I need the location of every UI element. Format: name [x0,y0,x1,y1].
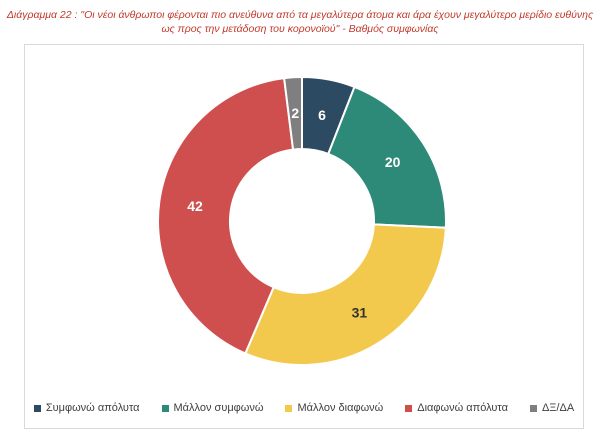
slice-label-5: 2 [291,105,299,121]
legend-item-5: ΔΞ/ΔΑ [529,402,575,414]
slice-5 [283,75,303,151]
legend-swatch-2 [161,404,169,412]
chart-legend: Συμφωνώ απόλυτα Μάλλον συμφωνώ Μάλλον διαφ… [24,402,584,414]
slice-label-4: 42 [187,198,203,214]
slice-label-1: 6 [318,107,326,123]
legend-item-1: Συμφωνώ απόλυτα [33,402,140,414]
slice-3 [244,223,447,366]
chart-title-line-1: Διάγραμμα 22 : "Οι νέοι άνθρωποι φέροντα… [6,9,594,21]
donut-chart: 6 20 31 42 2 [157,75,447,366]
slice-2 [326,85,447,229]
legend-item-3: Μάλλον διαφωνώ [285,402,383,414]
legend-label-3: Μάλλον διαφωνώ [297,402,384,414]
legend-swatch-3 [285,404,293,412]
legend-label-1: Συμφωνώ απόλυτα [45,402,140,414]
chart-title: Διάγραμμα 22 : "Οι νέοι άνθρωποι φέροντα… [0,8,600,36]
slice-label-3: 31 [352,305,368,321]
chart-frame [24,44,584,429]
slice-label-2: 20 [385,154,401,170]
chart-title-line-2: ως προς την μετάδοση του κορονοϊού" - Βα… [161,23,439,35]
slice-4 [157,76,295,355]
legend-swatch-1 [33,404,41,412]
legend-label-2: Μάλλον συμφωνώ [173,402,264,414]
legend-item-4: Διαφωνώ απόλυτα [405,402,508,414]
legend-swatch-5 [529,404,537,412]
legend-label-5: ΔΞ/ΔΑ [541,402,575,414]
legend-swatch-4 [405,404,413,412]
legend-label-4: Διαφωνώ απόλυτα [417,402,508,414]
legend-item-2: Μάλλον συμφωνώ [161,402,264,414]
